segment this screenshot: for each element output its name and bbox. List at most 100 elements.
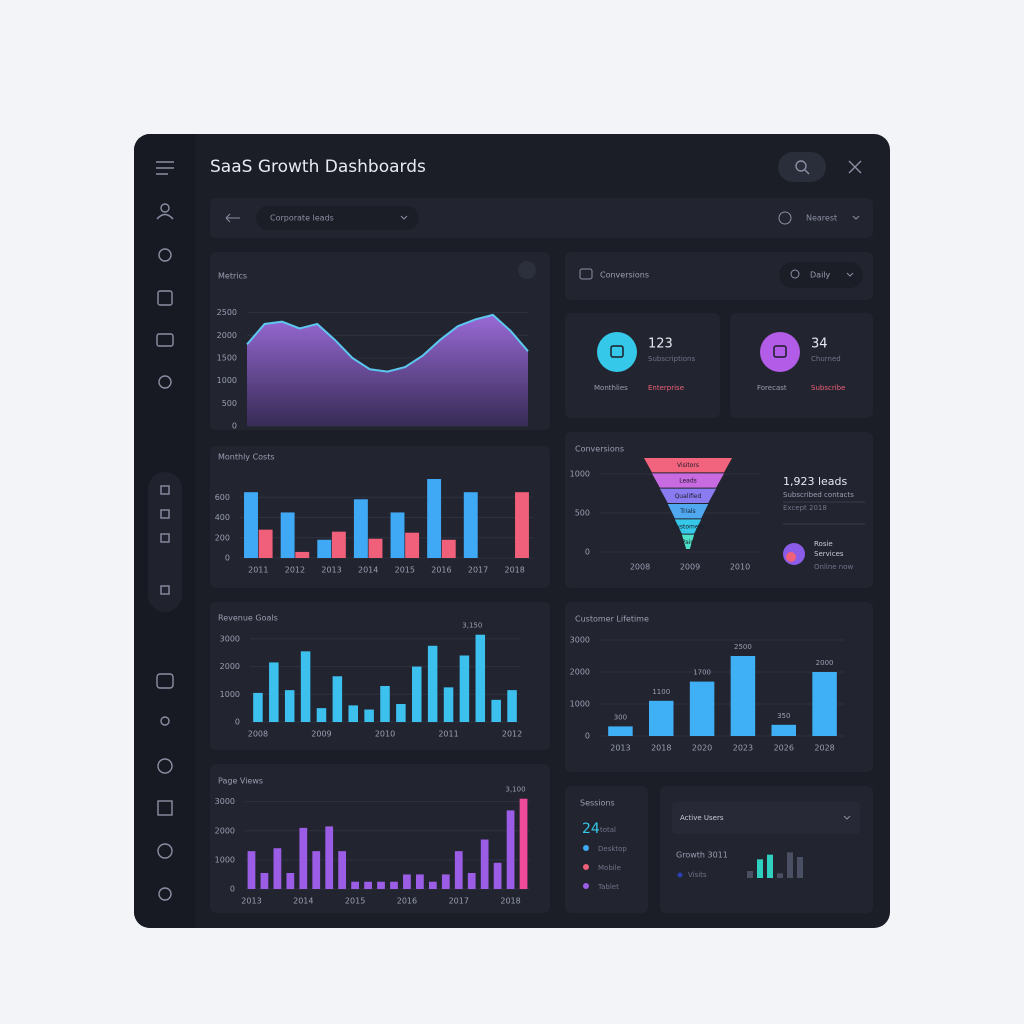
- bar: [317, 539, 332, 558]
- bar: [747, 871, 753, 878]
- dot-icon[interactable]: [160, 485, 170, 495]
- legend-dot: [583, 883, 589, 889]
- bar: [730, 656, 756, 736]
- x-tick-label: 2008: [630, 563, 650, 572]
- chevron: [846, 272, 854, 277]
- bar: [258, 529, 273, 558]
- team-icon[interactable]: [160, 716, 170, 726]
- bar: [368, 538, 383, 558]
- close-button[interactable]: [848, 160, 862, 174]
- label: Rosie: [814, 540, 833, 548]
- dropdown[interactable]: [672, 802, 860, 834]
- bar: [491, 699, 501, 722]
- bar: [507, 690, 517, 722]
- kpi-subtitle: Churned: [811, 355, 841, 363]
- bar: [253, 692, 263, 722]
- x-tick-label: 2008: [248, 730, 268, 739]
- legend-dot: [583, 845, 589, 851]
- x-tick-label: 2015: [395, 566, 415, 575]
- bell-icon[interactable]: [158, 375, 172, 389]
- user-icon[interactable]: [156, 213, 174, 220]
- clock-icon[interactable]: [157, 758, 173, 774]
- y-tick-label: 1000: [217, 376, 237, 385]
- settings-icon[interactable]: [158, 887, 172, 901]
- bar: [416, 874, 424, 889]
- dot-icon[interactable]: [160, 585, 170, 595]
- bar: [325, 826, 334, 889]
- bar: [428, 881, 437, 889]
- bar: [463, 492, 478, 558]
- bar: [443, 687, 454, 722]
- search-button[interactable]: [778, 152, 826, 182]
- bar: [441, 539, 456, 558]
- legend-dot: [583, 864, 589, 870]
- funnel-stage: [651, 473, 725, 488]
- value-label: 2000: [816, 659, 834, 667]
- y-tick-label: 1000: [220, 690, 240, 699]
- x-tick-label: 2016: [397, 897, 417, 906]
- image-icon[interactable]: [157, 800, 173, 816]
- chart-title: Metrics: [218, 272, 247, 281]
- y-tick-label: 1500: [217, 353, 237, 362]
- sidebar-icons[interactable]: [148, 161, 182, 901]
- bar: [377, 881, 385, 889]
- bar: [351, 881, 359, 889]
- label: Online now: [814, 563, 854, 571]
- y-tick-label: 3000: [220, 634, 240, 643]
- kpi-value: 123: [648, 337, 673, 352]
- menu-icon[interactable]: [156, 161, 174, 175]
- bar: [787, 852, 793, 878]
- bar: [396, 703, 406, 722]
- camera-icon[interactable]: [156, 333, 174, 347]
- dropdown[interactable]: [779, 262, 863, 288]
- x-tick-label: 2023: [733, 744, 753, 753]
- box-icon[interactable]: [156, 673, 174, 689]
- user-icon[interactable]: [160, 203, 170, 213]
- bar: [403, 874, 411, 889]
- chart-title: Monthly Costs: [218, 453, 275, 462]
- x-tick-label: 2014: [293, 897, 313, 906]
- funnel-label: Leads: [679, 478, 697, 485]
- chart-title: Customer Lifetime: [575, 615, 649, 624]
- bar: [299, 827, 308, 889]
- dot-icon[interactable]: [160, 533, 170, 543]
- x-tick-label: 2014: [358, 566, 378, 575]
- x-tick-label: 2010: [375, 730, 395, 739]
- y-tick-label: 500: [222, 399, 237, 408]
- legend-dot: [677, 872, 683, 878]
- x-tick-label: 2011: [248, 566, 268, 575]
- panel: [565, 313, 720, 418]
- kpi-value: 34: [811, 337, 828, 352]
- kpi-label: Forecast: [757, 384, 787, 392]
- bar: [247, 851, 256, 889]
- bar: [284, 690, 295, 722]
- dropdown[interactable]: [256, 206, 419, 230]
- panel: [210, 764, 550, 913]
- panel-icon[interactable]: [518, 261, 536, 279]
- x-tick-label: 2013: [610, 744, 630, 753]
- search-icon[interactable]: [157, 843, 173, 859]
- bar: [390, 881, 398, 889]
- y-tick-label: 2000: [220, 662, 240, 671]
- search-glyph: [804, 169, 810, 175]
- dot-icon[interactable]: [160, 509, 170, 519]
- bar: [797, 857, 803, 878]
- label: Active Users: [680, 814, 724, 822]
- label: Corporate leads: [270, 214, 334, 223]
- y-tick-label: 0: [225, 554, 230, 563]
- y-tick-label: 500: [575, 509, 590, 518]
- bar: [332, 676, 343, 722]
- area: [247, 314, 528, 426]
- funnel-label: Customers: [672, 524, 704, 531]
- y-tick-label: 0: [232, 422, 237, 431]
- value-label: 1100: [652, 688, 670, 696]
- doc-icon[interactable]: [157, 290, 173, 306]
- x-tick-label: 2012: [502, 730, 522, 739]
- bar: [364, 881, 372, 889]
- kpi-label: Enterprise: [648, 384, 684, 392]
- back-arrow[interactable]: [225, 213, 240, 223]
- y-tick-label: 0: [585, 732, 590, 741]
- filter-icon[interactable]: [778, 211, 792, 225]
- chat-icon[interactable]: [158, 248, 172, 262]
